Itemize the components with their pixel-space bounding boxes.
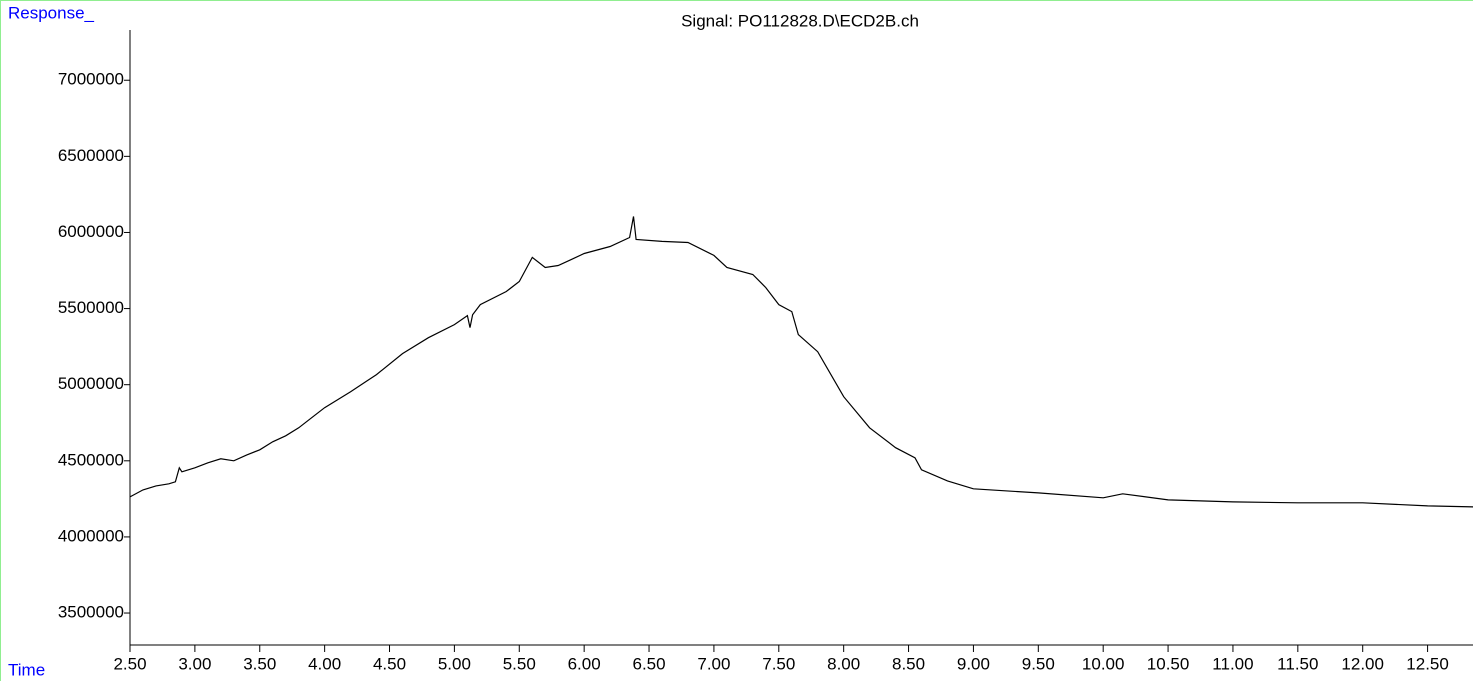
x-axis-label: Time bbox=[8, 660, 45, 679]
y-tick-label: 3500000 bbox=[58, 603, 124, 622]
x-tick-label: 10.50 bbox=[1147, 654, 1190, 673]
signal-trace bbox=[129, 216, 1473, 508]
x-tick-label: 6.50 bbox=[632, 654, 665, 673]
y-tick-label: 4000000 bbox=[58, 526, 124, 545]
x-tick-label: 9.50 bbox=[1022, 654, 1055, 673]
x-tick-label: 11.00 bbox=[1212, 654, 1253, 673]
x-tick-label: 8.50 bbox=[892, 654, 925, 673]
x-tick-label: 6.00 bbox=[568, 654, 601, 673]
x-tick-label: 3.00 bbox=[178, 654, 211, 673]
x-tick-label: 7.00 bbox=[697, 654, 730, 673]
x-tick-label: 5.50 bbox=[503, 654, 536, 673]
x-tick-label: 5.00 bbox=[438, 654, 471, 673]
x-tick-label: 4.00 bbox=[308, 654, 341, 673]
y-tick-label: 5500000 bbox=[58, 298, 124, 317]
x-tick-label: 3.50 bbox=[243, 654, 276, 673]
x-tick-label: 12.00 bbox=[1341, 654, 1384, 673]
x-tick-label: 9.00 bbox=[957, 654, 990, 673]
x-tick-label: 7.50 bbox=[762, 654, 795, 673]
y-tick-label: 6500000 bbox=[58, 146, 124, 165]
y-tick-label: 4500000 bbox=[58, 450, 124, 469]
y-axis-label: Response_ bbox=[8, 3, 95, 22]
y-tick-label: 5000000 bbox=[58, 374, 124, 393]
x-tick-label: 10.00 bbox=[1082, 654, 1125, 673]
x-tick-label: 2.50 bbox=[113, 654, 146, 673]
y-tick-label: 7000000 bbox=[58, 70, 124, 89]
x-tick-label: 4.50 bbox=[373, 654, 406, 673]
x-tick-label: 11.50 bbox=[1277, 654, 1318, 673]
x-tick-label: 8.00 bbox=[827, 654, 860, 673]
y-tick-label: 6000000 bbox=[58, 222, 124, 241]
x-tick-label: 12.50 bbox=[1406, 654, 1449, 673]
chart-title: Signal: PO112828.D\ECD2B.ch bbox=[681, 11, 919, 30]
